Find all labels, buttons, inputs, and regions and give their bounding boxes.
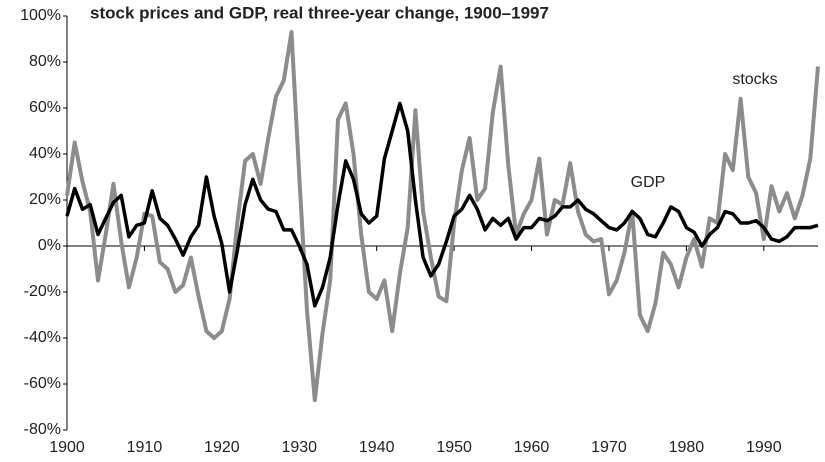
y-tick-label: 20%: [29, 191, 61, 208]
x-tick-label: 1900: [49, 439, 85, 456]
y-tick-label: 80%: [29, 53, 61, 70]
x-tick-label: 1990: [746, 439, 782, 456]
y-tick-label: 0%: [38, 237, 61, 254]
x-tick-label: 1920: [204, 439, 240, 456]
x-tick-label: 1970: [591, 439, 627, 456]
x-tick-label: 1940: [359, 439, 395, 456]
y-tick-label: -40%: [24, 329, 61, 346]
series-line: [65, 101, 819, 308]
series-line: [65, 30, 820, 403]
series-label: GDP: [631, 174, 666, 191]
y-tick-label: 60%: [29, 99, 61, 116]
y-tick-label: 40%: [29, 145, 61, 162]
x-tick-label: 1930: [281, 439, 317, 456]
y-tick-label: -80%: [24, 421, 61, 438]
y-tick-label: -20%: [24, 283, 61, 300]
x-tick-label: 1950: [436, 439, 472, 456]
x-tick-label: 1910: [127, 439, 163, 456]
x-tick-label: 1960: [514, 439, 550, 456]
y-tick-label: 100%: [20, 7, 61, 24]
series-label: stocks: [732, 71, 777, 88]
y-tick-label: -60%: [24, 375, 61, 392]
x-tick-label: 1980: [669, 439, 705, 456]
chart-title: stock prices and GDP, real three-year ch…: [90, 3, 549, 22]
